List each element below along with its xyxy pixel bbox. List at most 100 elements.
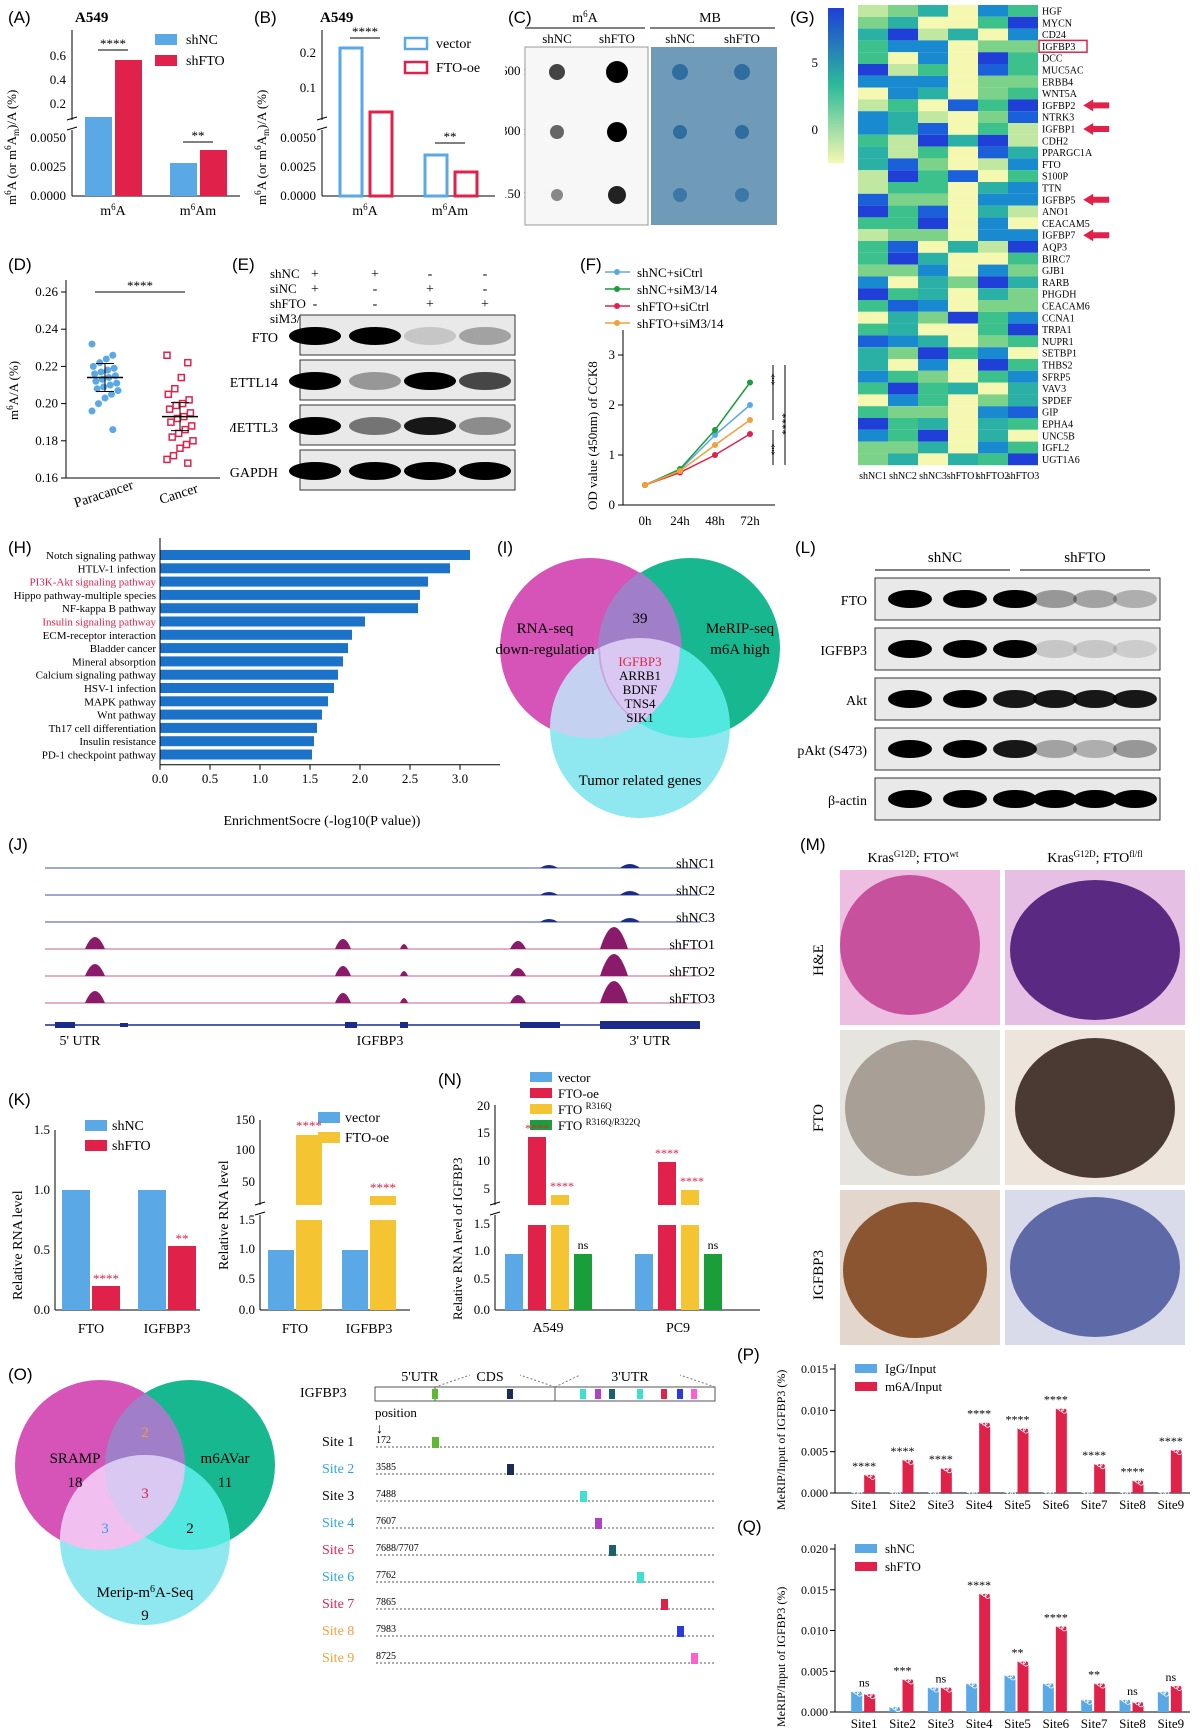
heatmap-cell [948, 418, 978, 430]
tick-label: 0.020 [801, 1542, 828, 1556]
bar [966, 1683, 978, 1712]
panel-O-label: (O) [8, 1365, 33, 1384]
condition-sign: + [426, 297, 434, 312]
tick-label: 150 [236, 1112, 256, 1127]
category-label: Notch signaling pathway [46, 550, 156, 562]
heatmap-cell [978, 75, 1008, 88]
heatmap-cell [918, 229, 948, 241]
utr5-label: 5' UTR [59, 1034, 101, 1049]
heatmap-cell [858, 288, 888, 300]
blot-band [993, 690, 1037, 708]
region-label: CDS [476, 1370, 503, 1385]
y-axis-label: MeRIP/Input of IGFBP3 (%) [774, 1587, 788, 1727]
heatmap-cell [948, 429, 978, 442]
heatmap-cell [888, 123, 918, 135]
bar [1055, 1408, 1067, 1493]
heatmap-cell [1008, 359, 1038, 371]
x-tick: FTO [78, 1322, 104, 1337]
data-point [101, 394, 109, 402]
heatmap-cell [888, 335, 918, 348]
x-tick: m6A [100, 202, 126, 219]
heatmap-cell [888, 205, 918, 218]
bar [160, 696, 328, 707]
heatmap-cell [888, 252, 918, 265]
panel-G-heatmap: 5 0 HGFMYCNCD24IGFBP3DCCMUC5ACERBB4WNT5A… [812, 5, 1110, 482]
venn-label: m6A high [710, 642, 770, 658]
heatmap-cell [918, 182, 948, 194]
x-tick: 72h [740, 513, 760, 528]
condition-sign: + [481, 297, 489, 312]
gene-label: RARB [1042, 278, 1070, 289]
site-label: Site 1 [322, 1435, 354, 1450]
data-point [95, 400, 102, 408]
tick-label: 100 [236, 1142, 256, 1157]
tick-label: 0.000 [801, 1486, 828, 1500]
data-point [109, 351, 117, 359]
tick-label: 0.000 [801, 1705, 828, 1719]
scale-tick: 5 [812, 55, 819, 70]
blot-band [404, 417, 456, 435]
significance: **** [127, 278, 153, 293]
peak [400, 971, 408, 976]
significance: ns [859, 1676, 870, 1690]
heatmap-cell [1008, 75, 1038, 88]
heatmap-cell [888, 182, 918, 194]
bar [1081, 1492, 1093, 1493]
heatmap-cell [978, 394, 1008, 407]
blot-band [404, 462, 456, 480]
heatmap-cell [918, 370, 948, 383]
x-tick: A549 [532, 1321, 563, 1336]
gene-label: MYCN [1042, 18, 1072, 29]
heatmap-cell [1008, 217, 1038, 230]
bar [902, 1459, 914, 1493]
bar [864, 1474, 876, 1493]
heatmap-cell [858, 52, 888, 64]
heatmap-cell [1008, 429, 1038, 442]
legend-label: FTO-oe [345, 1131, 389, 1146]
significance: ns [1165, 1670, 1176, 1684]
peak [335, 939, 351, 949]
tick-label: 0.24 [35, 321, 58, 336]
gene-site-mark [637, 1389, 643, 1399]
col-label: shFTO [599, 31, 635, 46]
data-point [747, 417, 753, 423]
blot-band [1033, 740, 1077, 758]
heatmap-cell [978, 123, 1008, 135]
gene-label: CEACAM5 [1042, 219, 1090, 230]
heatmap-cell [858, 146, 888, 159]
gene-label: UNC5B [1042, 431, 1075, 442]
heatmap-cell [1008, 335, 1038, 348]
heatmap-cell [1008, 252, 1038, 265]
heatmap-cell [918, 87, 948, 100]
gene-label: CEACAM6 [1042, 302, 1090, 313]
legend-label: FTO R316Q/R322Q [558, 1117, 641, 1133]
heatmap-cell [918, 241, 948, 253]
heatmap-cell [1008, 99, 1038, 112]
blot-band [1113, 790, 1157, 808]
tick-label: 0.0 [152, 771, 168, 786]
heatmap-cell [978, 182, 1008, 194]
tick-label: 10 [477, 1153, 490, 1168]
bar [658, 1225, 676, 1310]
data-point [174, 429, 183, 438]
heatmap-cell [858, 75, 888, 88]
peak [400, 998, 408, 1003]
heatmap-cell [888, 382, 918, 395]
panel-A-chart: A549 shNC shFTO m6A (or m6Am)/A (%) 0.6 … [3, 10, 240, 219]
legend-label: vector [558, 1070, 591, 1085]
peak [510, 941, 526, 949]
bar [1081, 1699, 1093, 1712]
dot [551, 189, 563, 201]
significance: **** [1159, 1434, 1183, 1448]
heatmap-cell [888, 359, 918, 371]
blot-band [943, 640, 987, 658]
heatmap-cell [918, 217, 948, 230]
peak [400, 944, 408, 949]
col-label: shNC [542, 31, 572, 46]
heatmap-cell [918, 335, 948, 348]
heatmap-cell [948, 99, 978, 112]
bar [1119, 1492, 1131, 1493]
bar [635, 1254, 653, 1310]
gene-label: ERBB4 [1042, 77, 1073, 88]
bar [160, 643, 348, 654]
